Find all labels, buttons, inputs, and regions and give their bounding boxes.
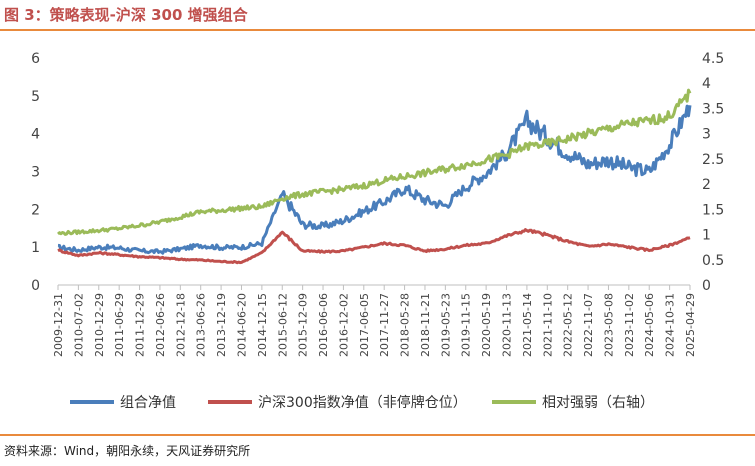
x-tick-label: 2013-06-26 [195, 293, 208, 357]
x-tick-label: 2011-12-29 [134, 293, 147, 357]
x-tick-label: 2017-06-05 [358, 293, 371, 357]
x-tick-label: 2022-05-12 [562, 293, 575, 357]
x-tick-label: 2023-05-08 [602, 293, 615, 357]
x-tick-label: 2022-11-07 [582, 293, 595, 357]
y-right-tick-label: 4 [702, 76, 711, 92]
y-right-tick-label: 3.5 [702, 101, 724, 117]
y-right-tick-label: 3 [702, 127, 711, 143]
y-right-tick-label: 1 [702, 228, 711, 244]
x-tick-label: 2014-06-20 [235, 293, 248, 357]
y-left-tick-label: 4 [31, 127, 40, 143]
legend-entry: 相对强弱（右轴） [542, 395, 654, 411]
y-right-tick-label: 0.5 [702, 253, 724, 269]
y-right-tick-label: 1.5 [702, 202, 724, 218]
source-divider [0, 434, 755, 436]
series-line [57, 104, 692, 255]
x-tick-label: 2019-11-15 [460, 293, 473, 357]
x-tick-label: 2018-11-21 [419, 293, 432, 357]
x-tick-label: 2016-12-02 [337, 293, 350, 357]
x-tick-label: 2013-12-19 [215, 293, 228, 357]
x-tick-label: 2011-06-29 [113, 293, 126, 357]
x-tick-label: 2009-12-31 [52, 293, 65, 357]
figure-header: 图 3：策略表现-沪深 300 增强组合 [0, 0, 755, 30]
legend-entry: 组合净值 [120, 395, 176, 411]
y-left-tick-label: 1 [31, 240, 40, 256]
x-tick-label: 2015-06-12 [276, 293, 289, 357]
x-tick-label: 2025-04-29 [684, 293, 697, 357]
y-right-tick-label: 2 [702, 177, 711, 193]
y-left-tick-label: 3 [31, 165, 40, 181]
y-right-tick-label: 2.5 [702, 152, 724, 168]
x-tick-label: 2020-11-13 [501, 293, 514, 357]
y-left-tick-label: 5 [31, 89, 40, 105]
y-left-tick-label: 6 [31, 51, 40, 67]
chart-canvas: 0 1 2 3 4 5 6 0 0.5 1 1.5 2 2.5 3 3.5 4 4.5 2009-12-31 201… [31, 51, 724, 411]
x-tick-label: 2016-06-06 [317, 293, 330, 357]
x-tick-label: 2015-12-09 [297, 293, 310, 357]
y-right-tick-label: 0 [702, 278, 711, 294]
x-tick-label: 2021-05-14 [521, 293, 534, 357]
y-left-tick-label: 0 [31, 278, 40, 294]
chart-title: 图 3：策略表现-沪深 300 增强组合 [4, 6, 248, 24]
title-divider [0, 29, 755, 31]
x-tick-label: 2018-05-28 [399, 293, 412, 357]
x-tick-label: 2023-11-02 [623, 293, 636, 357]
x-tick-label: 2010-12-29 [93, 293, 106, 357]
x-tick-label: 2014-12-15 [256, 293, 269, 357]
x-tick-label: 2019-05-23 [439, 293, 452, 357]
x-tick-label: 2020-05-19 [480, 293, 493, 357]
y-left-tick-label: 2 [31, 202, 40, 218]
x-tick-label: 2024-10-31 [664, 293, 677, 357]
x-tick-label: 2012-06-26 [154, 293, 167, 357]
series-line [57, 88, 692, 236]
source-note: 资料来源：Wind，朝阳永续，天风证券研究所 [4, 444, 251, 458]
legend-entry: 沪深300指数净值（非停牌仓位） [258, 394, 467, 411]
x-tick-label: 2021-11-10 [541, 293, 554, 357]
x-tick-label: 2012-12-18 [174, 293, 187, 357]
x-tick-label: 2024-05-06 [643, 293, 656, 357]
x-tick-label: 2017-11-27 [378, 293, 391, 357]
series-line [57, 228, 691, 265]
x-tick-label: 2010-07-02 [72, 293, 85, 357]
y-right-tick-label: 4.5 [702, 51, 724, 67]
